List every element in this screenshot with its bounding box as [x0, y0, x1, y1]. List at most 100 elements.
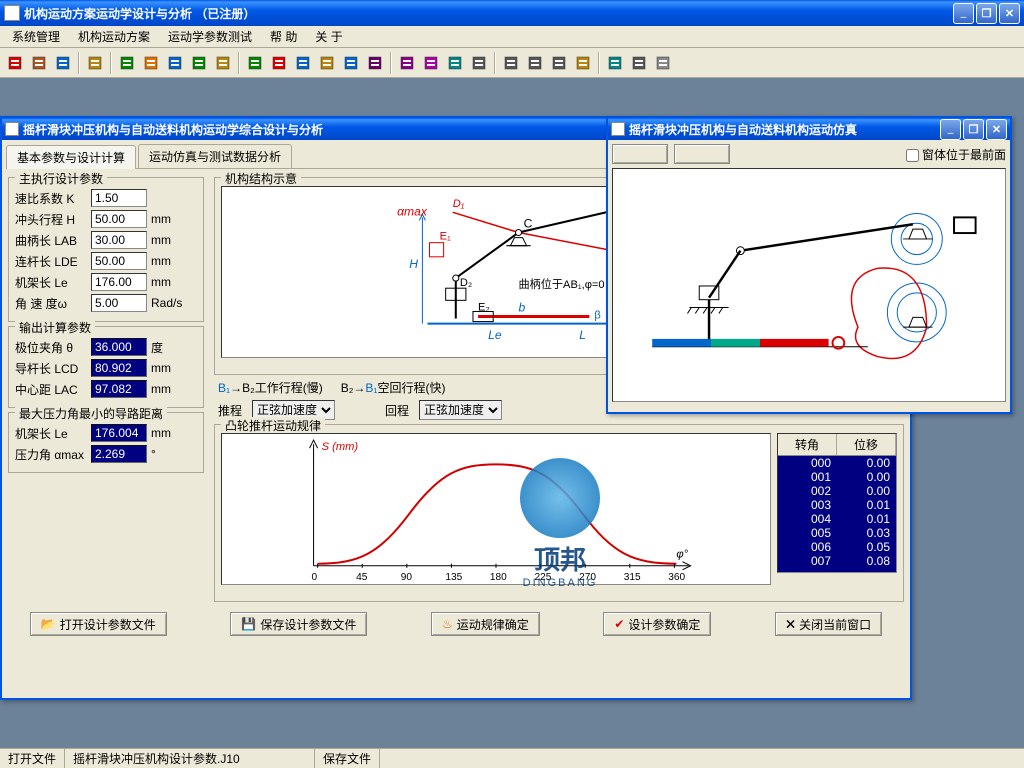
- sim-window-titlebar[interactable]: 摇杆滑块冲压机构与自动送料机构运动仿真 _ ❐ ✕: [608, 118, 1010, 140]
- toolbar-button-8[interactable]: [212, 52, 234, 74]
- status-filename: 摇杆滑块冲压机构设计参数.J10: [65, 749, 315, 768]
- svg-text:Le: Le: [488, 328, 502, 342]
- group-output-params: 输出计算参数 极位夹角 θ度导杆长 LCDmm中心距 LACmm: [8, 326, 204, 408]
- toolbar-button-20[interactable]: [524, 52, 546, 74]
- svg-text:0: 0: [312, 572, 318, 583]
- svg-text:D₂: D₂: [460, 277, 472, 289]
- sim-btn-1[interactable]: [612, 144, 668, 164]
- toolbar-button-15[interactable]: [396, 52, 418, 74]
- save-icon: 💾: [241, 617, 256, 631]
- check-icon: ✔: [614, 617, 624, 631]
- toolbar-button-13[interactable]: [340, 52, 362, 74]
- toolbar-button-12[interactable]: [316, 52, 338, 74]
- sim-minimize-button[interactable]: _: [940, 119, 961, 140]
- sim-btn-2[interactable]: [674, 144, 730, 164]
- svg-text:90: 90: [401, 572, 413, 583]
- toolbar-button-21[interactable]: [548, 52, 570, 74]
- close-icon: 🗙: [786, 614, 795, 635]
- schematic-title: 机构结构示意: [221, 170, 301, 187]
- toolbar-button-24[interactable]: [628, 52, 650, 74]
- menu-test[interactable]: 运动学参数测试: [160, 26, 260, 47]
- svg-text:曲柄位于AB₁,φ=0: 曲柄位于AB₁,φ=0: [519, 277, 605, 291]
- sim-maximize-button[interactable]: ❐: [963, 119, 984, 140]
- menu-about[interactable]: 关 于: [307, 26, 350, 47]
- svg-text:E₁: E₁: [440, 231, 451, 243]
- toolbar-button-6[interactable]: [164, 52, 186, 74]
- close-window-button[interactable]: 🗙关闭当前窗口: [775, 612, 882, 636]
- toolbar-button-17[interactable]: [444, 52, 466, 74]
- menu-system[interactable]: 系统管理: [4, 26, 68, 47]
- svg-text:360: 360: [668, 572, 685, 583]
- close-button[interactable]: ✕: [999, 3, 1020, 24]
- folder-icon: 📂: [41, 617, 56, 631]
- app-title: 机构运动方案运动学设计与分析 （已注册）: [24, 5, 953, 22]
- sim-canvas: [612, 168, 1006, 402]
- svg-text:b: b: [519, 300, 526, 314]
- mdi-client: 摇杆滑块冲压机构与自动送料机构运动学综合设计与分析 基本参数与设计计算 运动仿真…: [0, 78, 1024, 748]
- toolbar-button-0[interactable]: [4, 52, 26, 74]
- save-params-button[interactable]: 💾保存设计参数文件: [230, 612, 367, 636]
- law-ok-button[interactable]: ♨运动规律确定: [431, 612, 540, 636]
- toolbar-button-4[interactable]: [116, 52, 138, 74]
- svg-text:E₂: E₂: [478, 301, 490, 313]
- app-icon: [4, 5, 20, 21]
- svg-text:β: β: [594, 310, 600, 322]
- toolbar-button-18[interactable]: [468, 52, 490, 74]
- svg-text:H: H: [409, 257, 418, 271]
- toolbar-button-23[interactable]: [604, 52, 626, 74]
- sim-window-title: 摇杆滑块冲压机构与自动送料机构运动仿真: [629, 121, 936, 138]
- toolbar-button-5[interactable]: [140, 52, 162, 74]
- toolbar-button-10[interactable]: [268, 52, 290, 74]
- toolbar-button-2[interactable]: [52, 52, 74, 74]
- return-label: 回程: [385, 402, 409, 419]
- menu-help[interactable]: 帮 助: [262, 26, 305, 47]
- status-bar: 打开文件 摇杆滑块冲压机构设计参数.J10 保存文件: [0, 748, 1024, 768]
- params-ok-button[interactable]: ✔设计参数确定: [603, 612, 711, 636]
- window-icon: [5, 122, 19, 136]
- svg-text:315: 315: [624, 572, 641, 583]
- camlaw-chart: S (mm) φ° 04590135180225270315360: [221, 433, 771, 585]
- tab-sim[interactable]: 运动仿真与测试数据分析: [138, 144, 292, 168]
- return-select[interactable]: 正弦加速度: [419, 400, 502, 420]
- status-savefile: 保存文件: [315, 749, 380, 768]
- toolbar-button-3[interactable]: [84, 52, 106, 74]
- toolbar-button-22[interactable]: [572, 52, 594, 74]
- tab-basic[interactable]: 基本参数与设计计算: [6, 145, 136, 169]
- window-icon: [611, 122, 625, 136]
- group-camlaw: 凸轮推杆运动规律 S (mm) φ°: [214, 424, 904, 602]
- svg-text:C: C: [524, 216, 533, 230]
- col-disp: 位移: [837, 434, 896, 455]
- menu-bar: 系统管理 机构运动方案 运动学参数测试 帮 助 关 于: [0, 26, 1024, 48]
- toolbar: [0, 48, 1024, 78]
- toolbar-button-7[interactable]: [188, 52, 210, 74]
- simulation-window: 摇杆滑块冲压机构与自动送料机构运动仿真 _ ❐ ✕ 窗体位于最前面: [606, 116, 1012, 414]
- toolbar-button-11[interactable]: [292, 52, 314, 74]
- toolbar-button-25[interactable]: [652, 52, 674, 74]
- toolbar-button-9[interactable]: [244, 52, 266, 74]
- svg-text:D₁: D₁: [453, 198, 465, 210]
- toolbar-button-1[interactable]: [28, 52, 50, 74]
- sim-close-button[interactable]: ✕: [986, 119, 1007, 140]
- group-output-title: 输出计算参数: [15, 319, 95, 336]
- toolbar-button-14[interactable]: [364, 52, 386, 74]
- toolbar-button-19[interactable]: [500, 52, 522, 74]
- svg-text:180: 180: [490, 572, 507, 583]
- topmost-check[interactable]: 窗体位于最前面: [906, 146, 1006, 163]
- svg-text:S (mm): S (mm): [322, 441, 359, 453]
- group-mindist-title: 最大压力角最小的导路距离: [15, 405, 167, 422]
- svg-text:φ°: φ°: [676, 549, 688, 561]
- open-params-button[interactable]: 📂打开设计参数文件: [30, 612, 167, 636]
- svg-text:270: 270: [579, 572, 596, 583]
- svg-text:135: 135: [445, 572, 462, 583]
- col-angle: 转角: [778, 434, 837, 455]
- minimize-button[interactable]: _: [953, 3, 974, 24]
- svg-text:αmax: αmax: [397, 204, 428, 218]
- data-table[interactable]: 转角 位移 0000.000010.000020.000030.010040.0…: [777, 433, 897, 573]
- toolbar-button-16[interactable]: [420, 52, 442, 74]
- maximize-button[interactable]: ❐: [976, 3, 997, 24]
- menu-scheme[interactable]: 机构运动方案: [70, 26, 158, 47]
- app-titlebar: 机构运动方案运动学设计与分析 （已注册） _ ❐ ✕: [0, 0, 1024, 26]
- flame-icon: ♨: [442, 617, 453, 631]
- group-exec-params: 主执行设计参数 速比系数 K冲头行程 Hmm曲柄长 LABmm连杆长 LDEmm…: [8, 177, 204, 322]
- status-openfile: 打开文件: [0, 749, 65, 768]
